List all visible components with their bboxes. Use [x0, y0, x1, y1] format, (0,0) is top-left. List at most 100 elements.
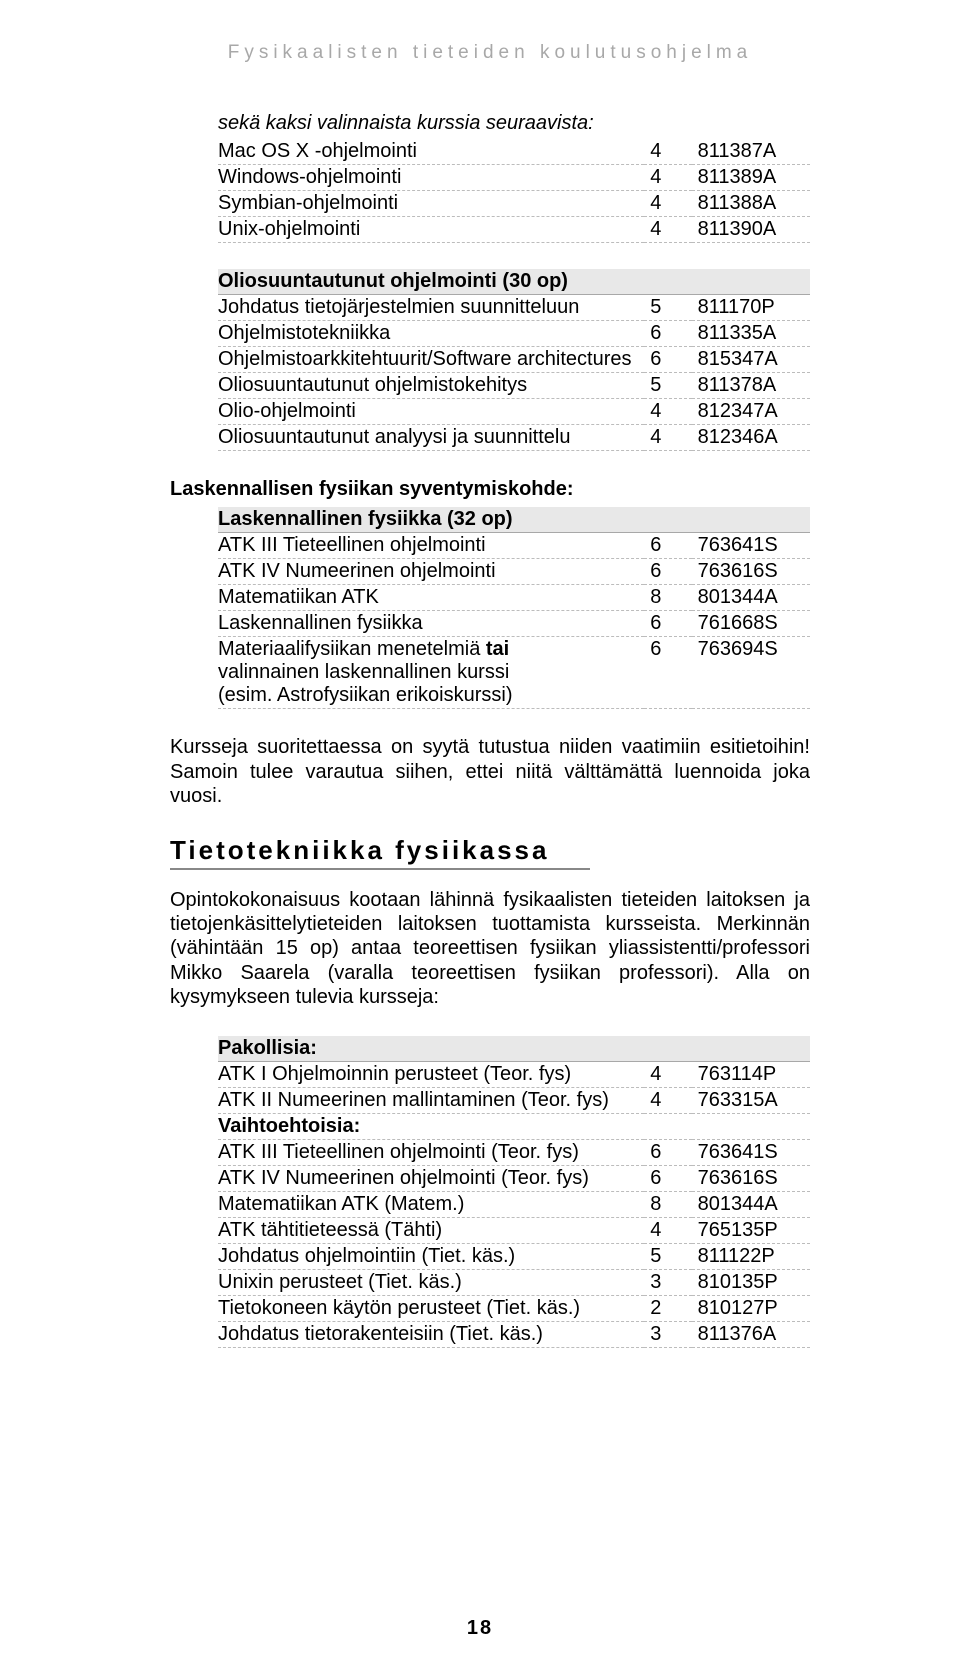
cell-name: Matematiikan ATK	[218, 585, 644, 611]
t3-last-l3: (esim. Astrofysiikan erikoiskurssi)	[218, 684, 513, 706]
section-heading-wrap: Tietotekniikka fysiikassa	[170, 835, 810, 870]
cell-num: 6	[644, 321, 691, 347]
table-row: ATK IV Numeerinen ohjelmointi6763616S	[218, 559, 810, 585]
cell-num: 8	[644, 585, 691, 611]
table-row: Matematiikan ATK (Matem.)8801344A	[218, 1191, 810, 1217]
cell-name: ATK II Numeerinen mallintaminen (Teor. f…	[218, 1087, 644, 1113]
cell-code: 763694S	[692, 637, 810, 709]
table-row: Oliosuuntautunut analyysi ja suunnittelu…	[218, 425, 810, 451]
table-block-2: Oliosuuntautunut ohjelmointi (30 op) Joh…	[218, 269, 810, 451]
table-row: Matematiikan ATK8801344A	[218, 585, 810, 611]
cell-num: 4	[644, 217, 691, 243]
table4-title2: Vaihtoehtoisia:	[218, 1113, 810, 1139]
cell-code: 811388A	[692, 191, 810, 217]
cell-name: Johdatus tietojärjestelmien suunnitteluu…	[218, 295, 644, 321]
cell-name: Oliosuuntautunut ohjelmistokehitys	[218, 373, 644, 399]
cell-num: 6	[644, 559, 691, 585]
cell-num: 4	[644, 191, 691, 217]
cell-code: 811170P	[692, 295, 810, 321]
table-row: Tietokoneen käytön perusteet (Tiet. käs.…	[218, 1295, 810, 1321]
cell-num: 5	[644, 373, 691, 399]
cell-num: 4	[644, 1061, 691, 1087]
cell-name: ATK IV Numeerinen ohjelmointi	[218, 559, 644, 585]
table-block-1: Mac OS X -ohjelmointi4811387AWindows-ohj…	[218, 139, 810, 243]
cell-num: 6	[644, 533, 691, 559]
t3-last-l2: valinnainen laskennallinen kurssi	[218, 661, 509, 683]
table3-title: Laskennallinen fysiikka (32 op)	[218, 507, 810, 533]
table-row: ATK III Tieteellinen ohjelmointi (Teor. …	[218, 1139, 810, 1165]
cell-code: 763641S	[692, 1139, 810, 1165]
page-header: Fysikaalisten tieteiden koulutusohjelma	[170, 42, 810, 64]
cell-code: 811389A	[692, 165, 810, 191]
cell-num: 4	[644, 1217, 691, 1243]
table-row: Materiaalifysiikan menetelmiä tai valinn…	[218, 637, 810, 709]
cell-num: 6	[644, 347, 691, 373]
cell-name: Johdatus tietorakenteisiin (Tiet. käs.)	[218, 1321, 644, 1347]
cell-code: 763114P	[692, 1061, 810, 1087]
cell-num: 2	[644, 1295, 691, 1321]
cell-name: Ohjelmistoarkkitehtuurit/Software archit…	[218, 347, 644, 373]
cell-name: ATK IV Numeerinen ohjelmointi (Teor. fys…	[218, 1165, 644, 1191]
cell-name: Windows-ohjelmointi	[218, 165, 644, 191]
cell-code: 811376A	[692, 1321, 810, 1347]
table-row: ATK II Numeerinen mallintaminen (Teor. f…	[218, 1087, 810, 1113]
course-table-2: Oliosuuntautunut ohjelmointi (30 op) Joh…	[218, 269, 810, 451]
cell-num: 4	[644, 139, 691, 165]
cell-name: ATK I Ohjelmoinnin perusteet (Teor. fys)	[218, 1061, 644, 1087]
cell-name: ATK III Tieteellinen ohjelmointi (Teor. …	[218, 1139, 644, 1165]
cell-code: 763315A	[692, 1087, 810, 1113]
cell-num: 3	[644, 1269, 691, 1295]
cell-num: 6	[644, 1139, 691, 1165]
cell-code: 811387A	[692, 139, 810, 165]
table-row: Johdatus tietojärjestelmien suunnitteluu…	[218, 295, 810, 321]
intro-text: sekä kaksi valinnaista kurssia seuraavis…	[218, 112, 810, 135]
cell-code: 811378A	[692, 373, 810, 399]
cell-code: 801344A	[692, 585, 810, 611]
cell-name: Symbian-ohjelmointi	[218, 191, 644, 217]
cell-code: 815347A	[692, 347, 810, 373]
cell-name: Oliosuuntautunut analyysi ja suunnittelu	[218, 425, 644, 451]
cell-name: Unix-ohjelmointi	[218, 217, 644, 243]
cell-num: 6	[644, 637, 691, 709]
cell-name: Matematiikan ATK (Matem.)	[218, 1191, 644, 1217]
cell-num: 5	[644, 295, 691, 321]
table-row: ATK I Ohjelmoinnin perusteet (Teor. fys)…	[218, 1061, 810, 1087]
cell-code: 812346A	[692, 425, 810, 451]
cell-code: 812347A	[692, 399, 810, 425]
table-row: ATK IV Numeerinen ohjelmointi (Teor. fys…	[218, 1165, 810, 1191]
course-table-3: Laskennallinen fysiikka (32 op) ATK III …	[218, 507, 810, 709]
cell-name: Olio-ohjelmointi	[218, 399, 644, 425]
table2-title: Oliosuuntautunut ohjelmointi (30 op)	[218, 269, 810, 295]
t3-last-l1b: tai	[486, 638, 509, 660]
cell-num: 4	[644, 425, 691, 451]
lask-heading: Laskennallisen fysiikan syventymiskohde:	[170, 477, 810, 501]
table-block-4: Pakollisia: ATK I Ohjelmoinnin perusteet…	[218, 1036, 810, 1348]
cell-code: 763616S	[692, 1165, 810, 1191]
table4-title1: Pakollisia:	[218, 1036, 810, 1062]
page-number: 18	[0, 1617, 960, 1640]
course-table-1: Mac OS X -ohjelmointi4811387AWindows-ohj…	[218, 139, 810, 243]
cell-name: Mac OS X -ohjelmointi	[218, 139, 644, 165]
cell-name: Ohjelmistotekniikka	[218, 321, 644, 347]
cell-code: 811335A	[692, 321, 810, 347]
section-heading: Tietotekniikka fysiikassa	[170, 835, 810, 866]
cell-num: 3	[644, 1321, 691, 1347]
section-heading-rule	[170, 868, 590, 870]
table-row: Laskennallinen fysiikka6761668S	[218, 611, 810, 637]
table-row: ATK III Tieteellinen ohjelmointi6763641S	[218, 533, 810, 559]
cell-name: ATK III Tieteellinen ohjelmointi	[218, 533, 644, 559]
cell-num: 6	[644, 1165, 691, 1191]
table-row: Unixin perusteet (Tiet. käs.)3810135P	[218, 1269, 810, 1295]
cell-code: 811122P	[692, 1243, 810, 1269]
cell-num: 5	[644, 1243, 691, 1269]
cell-code: 763616S	[692, 559, 810, 585]
cell-code: 811390A	[692, 217, 810, 243]
cell-num: 4	[644, 165, 691, 191]
table-row: Symbian-ohjelmointi4811388A	[218, 191, 810, 217]
table-row: Johdatus tietorakenteisiin (Tiet. käs.)3…	[218, 1321, 810, 1347]
cell-code: 810127P	[692, 1295, 810, 1321]
cell-name: ATK tähtitieteessä (Tähti)	[218, 1217, 644, 1243]
table-row: Johdatus ohjelmointiin (Tiet. käs.)58111…	[218, 1243, 810, 1269]
table-row: ATK tähtitieteessä (Tähti)4765135P	[218, 1217, 810, 1243]
cell-num: 6	[644, 611, 691, 637]
